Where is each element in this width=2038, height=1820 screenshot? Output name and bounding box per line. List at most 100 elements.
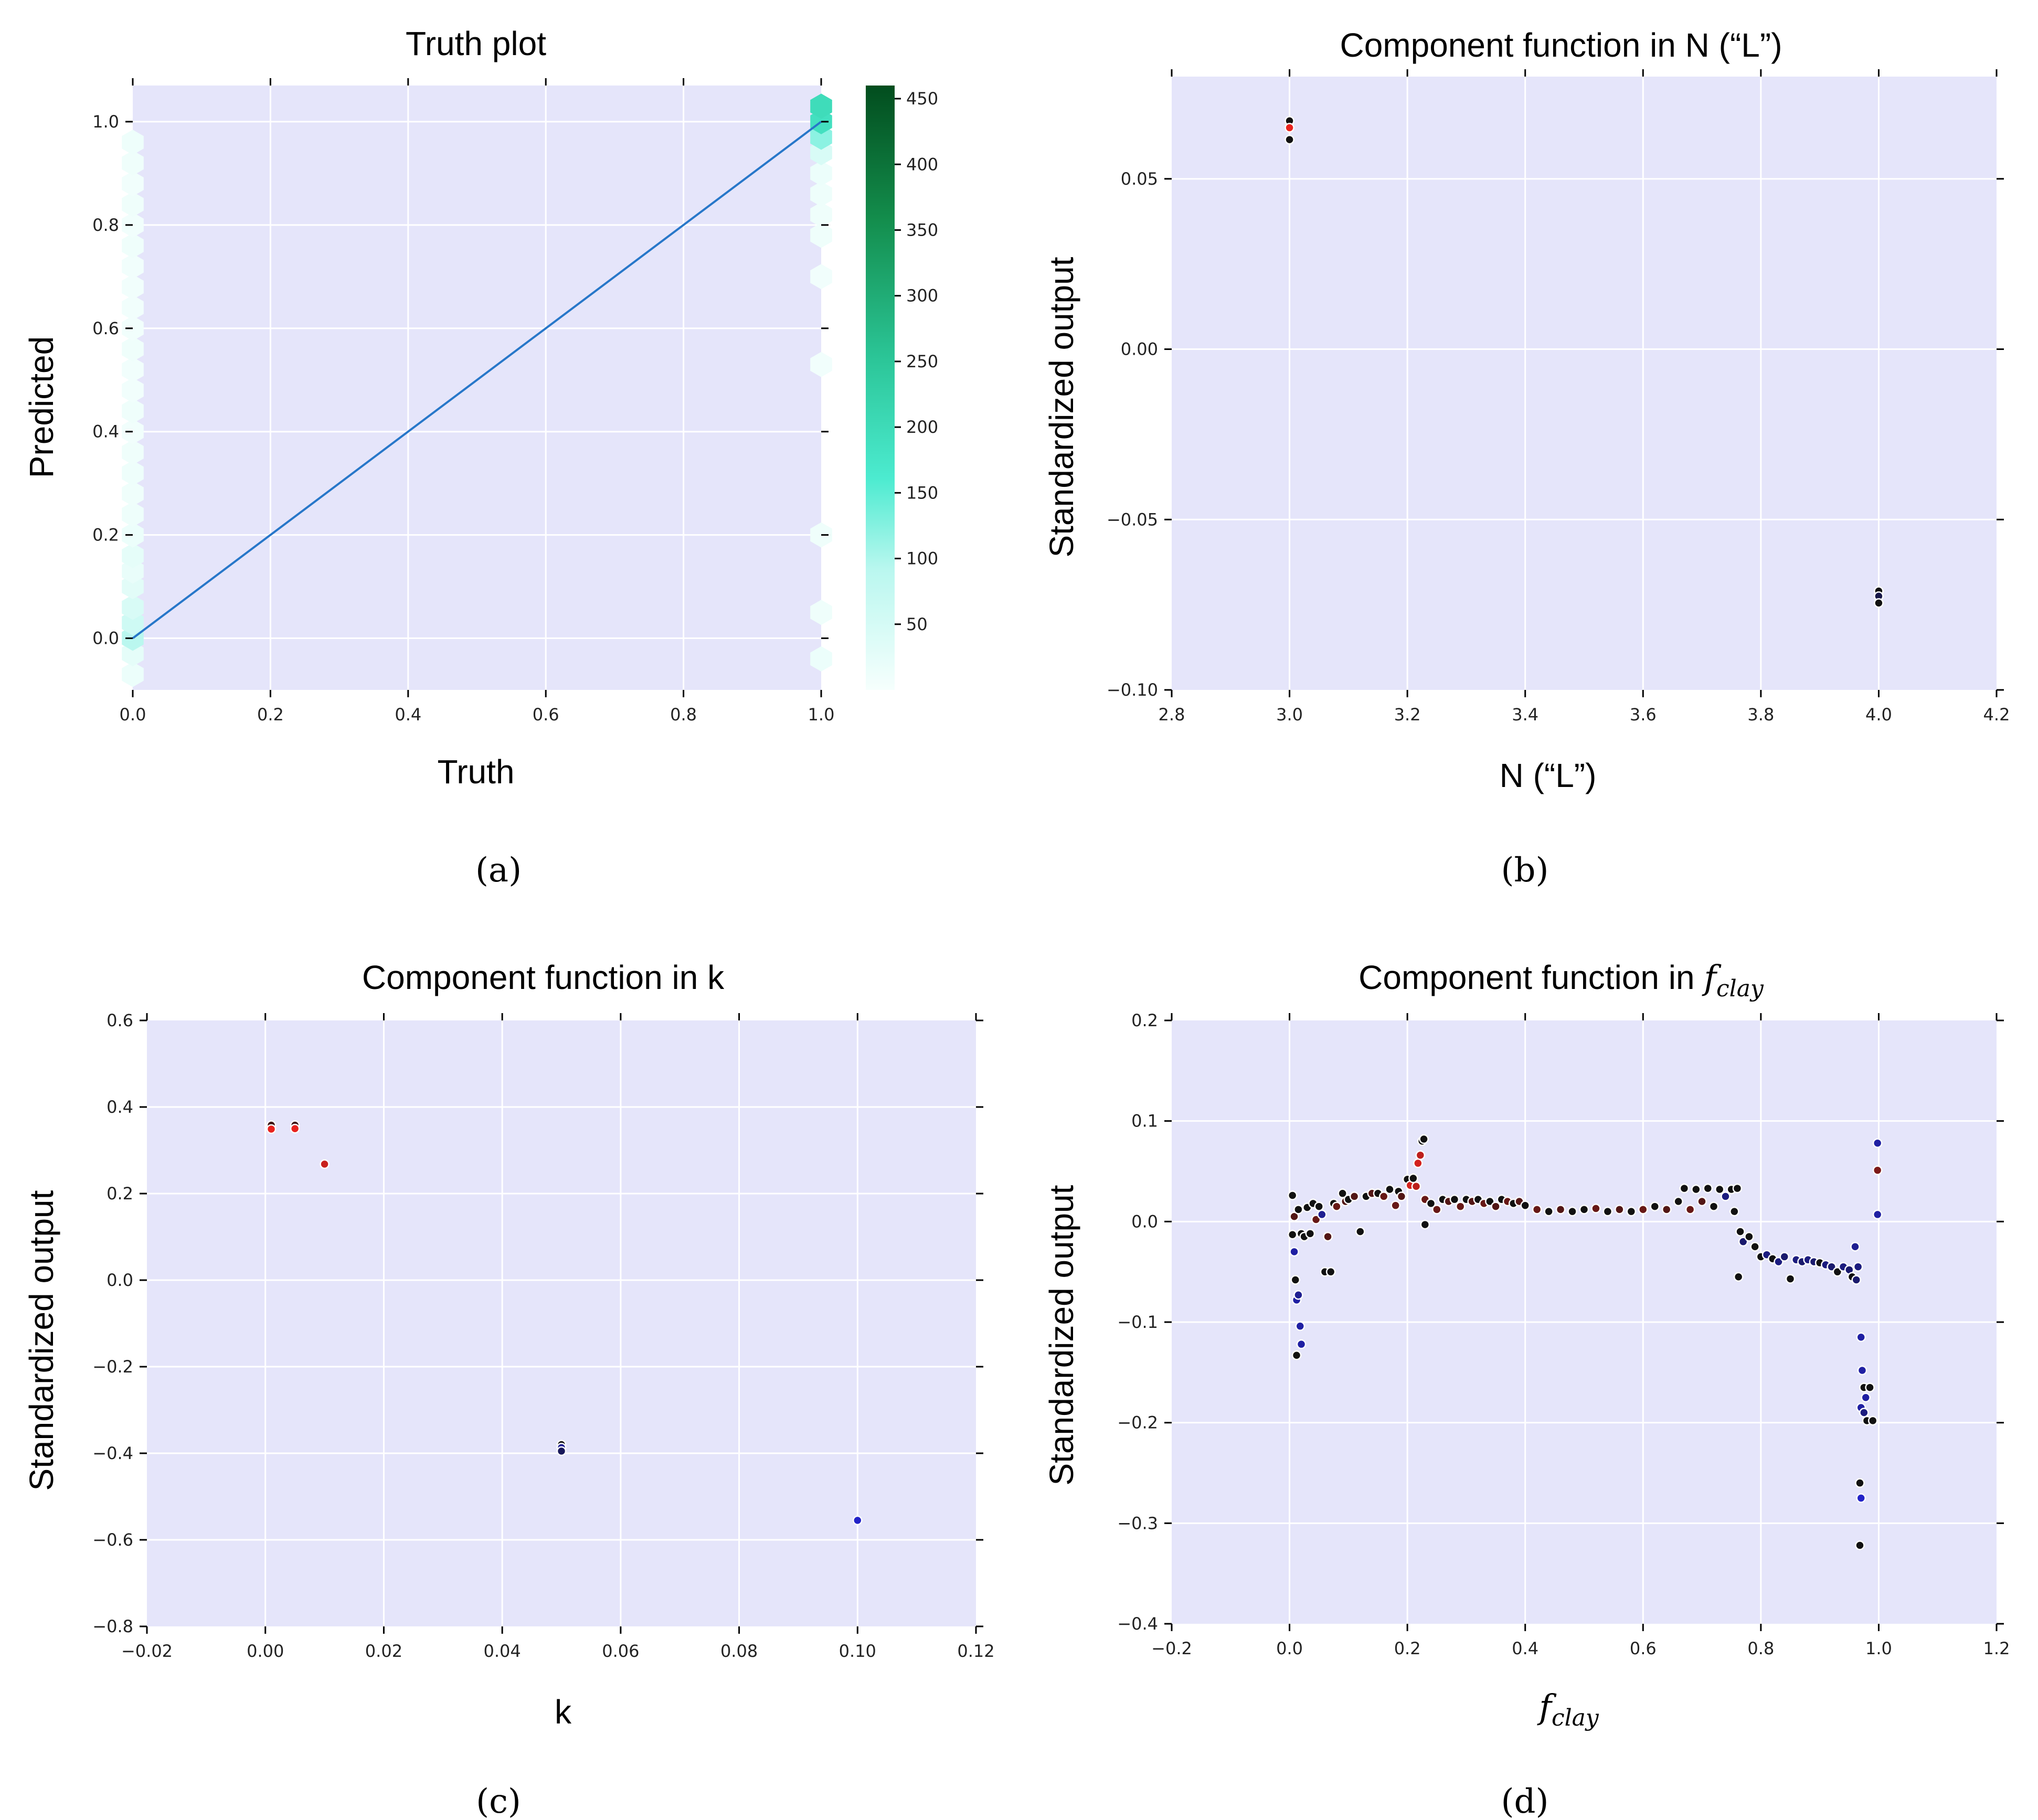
panel-a-hexbin	[122, 398, 144, 424]
panel-d-point	[1295, 1321, 1305, 1331]
d-xtick-label: 1.2	[1983, 1638, 2010, 1658]
panel-a-hexbin	[122, 274, 144, 300]
panel-d-point	[1289, 1211, 1299, 1221]
panel-a-hexbin	[810, 181, 832, 207]
c-ytick-label: −0.8	[92, 1616, 133, 1636]
panel-d-point	[1296, 1339, 1307, 1349]
panel-a-hexbin	[810, 352, 832, 377]
panel-d-point	[1872, 1165, 1883, 1175]
panel-b-plot-area	[1172, 77, 1997, 690]
panel-d-point	[1449, 1194, 1460, 1205]
panel-a-hexbin	[810, 646, 832, 672]
b-ytick-label: −0.10	[1107, 680, 1158, 700]
panel-d-point	[1325, 1266, 1336, 1277]
panel-d-title-sub: clay	[1716, 975, 1764, 1002]
panel-d-point	[1293, 1205, 1303, 1215]
panel-d-point	[1378, 1191, 1389, 1201]
panel-d-point	[1750, 1242, 1760, 1252]
panel-d-point	[1567, 1206, 1577, 1217]
b-xtick-label: 3.0	[1276, 705, 1303, 725]
panel-c-title: Component function in k	[362, 959, 725, 996]
panel-a-colorbar-tick-label: 100	[906, 549, 938, 569]
panel-d-point	[1591, 1204, 1601, 1214]
panel-b: Component function in N (“L”) 2.8 3.0 3.2 3…	[1043, 26, 2010, 890]
c-xtick-label: 0.08	[720, 1641, 758, 1661]
panel-a-colorbar-tick-label: 50	[906, 614, 928, 634]
c-ytick-label: 0.4	[107, 1097, 133, 1117]
panel-d-point	[1857, 1365, 1867, 1376]
b-xtick-label: 3.4	[1512, 705, 1538, 725]
panel-d-xlabel-sub: clay	[1552, 1705, 1599, 1731]
c-xtick-label: −0.02	[121, 1641, 173, 1661]
panel-d-point	[1390, 1200, 1400, 1210]
panel-d-point	[1872, 1138, 1883, 1148]
panel-d-point	[1715, 1184, 1725, 1195]
panel-a-hexbin	[122, 150, 144, 176]
d-xtick-label: 0.4	[1512, 1638, 1538, 1658]
panel-d-point	[1785, 1274, 1796, 1284]
panel-a-hexbin	[122, 253, 144, 279]
panel-d-point	[1355, 1227, 1365, 1237]
panel-d-point	[1729, 1206, 1739, 1217]
panel-a-xlabel: Truth	[438, 753, 515, 791]
panel-b-title: Component function in N (“L”)	[1340, 26, 1782, 64]
c-xtick-label: 0.10	[839, 1641, 876, 1661]
panel-c-point	[290, 1124, 300, 1134]
panel-d-point	[1408, 1173, 1418, 1184]
a-xtick-label: 1.0	[808, 705, 835, 725]
panel-b-point	[1874, 598, 1884, 608]
panel-d-point	[1332, 1201, 1342, 1211]
panel-b-ylabel: Standardized output	[1043, 257, 1080, 557]
panel-d-grid	[1172, 1020, 1997, 1624]
a-ytick-label: 0.8	[92, 215, 119, 235]
panel-a-hexbin	[122, 502, 144, 527]
panel-a-colorbar-tick-label: 250	[906, 352, 938, 371]
b-xtick-label: 3.8	[1747, 705, 1774, 725]
panel-d-point	[1744, 1231, 1754, 1242]
c-ytick-label: 0.0	[107, 1270, 133, 1290]
panel-d-point	[1703, 1183, 1713, 1194]
d-ytick-label: −0.3	[1117, 1513, 1158, 1533]
panel-d-point	[1419, 1134, 1429, 1144]
panel-d-point	[1287, 1190, 1298, 1200]
panel-c-xlabel: k	[555, 1693, 572, 1731]
panel-d-point	[1291, 1350, 1302, 1360]
panel-a-colorbar-tick-label: 450	[906, 89, 938, 109]
panel-d-point	[1851, 1275, 1862, 1285]
panel-c-point	[320, 1159, 330, 1169]
a-xtick-label: 0.6	[533, 705, 559, 725]
panel-a-colorbar	[866, 86, 895, 690]
panel-d-point	[1317, 1209, 1327, 1220]
panel-d-point	[1532, 1205, 1542, 1215]
a-ytick-label: 0.2	[92, 525, 119, 545]
panel-d-point	[1867, 1415, 1878, 1426]
panel-a-hexbin	[122, 357, 144, 382]
a-xtick-label: 0.0	[120, 705, 146, 725]
panel-c-point	[556, 1446, 567, 1456]
panel-a-colorbar-tick-label: 200	[906, 417, 938, 437]
panel-d-point	[1289, 1247, 1299, 1257]
panel-d-point	[1679, 1183, 1690, 1194]
panel-d-point	[1865, 1382, 1875, 1392]
d-xtick-label: 0.6	[1630, 1638, 1657, 1658]
panel-a-hexbin	[122, 295, 144, 321]
panel-d-point	[1661, 1205, 1672, 1215]
panel-d-point	[1856, 1332, 1866, 1342]
panel-d-point	[1396, 1191, 1407, 1201]
panel-a-identity-line	[132, 121, 822, 640]
panel-c-points	[266, 1120, 863, 1526]
panel-a-hexbin	[810, 93, 832, 119]
panel-d-title: Component function in fclay	[1358, 959, 1764, 1002]
a-xtick-label: 0.8	[670, 705, 697, 725]
panel-b-point	[1285, 134, 1294, 145]
panel-a-grid	[133, 86, 821, 690]
panel-a-colorbar-tick-label: 350	[906, 220, 938, 240]
panel-a-hexbin	[122, 191, 144, 217]
b-xtick-label: 4.2	[1983, 705, 2010, 725]
panel-d-point	[1855, 1540, 1865, 1550]
panel-a-plot-area	[133, 86, 821, 690]
panel-a-hexbin	[122, 130, 144, 155]
panel-d-point	[1638, 1205, 1648, 1215]
d-ytick-label: 0.1	[1131, 1111, 1158, 1131]
